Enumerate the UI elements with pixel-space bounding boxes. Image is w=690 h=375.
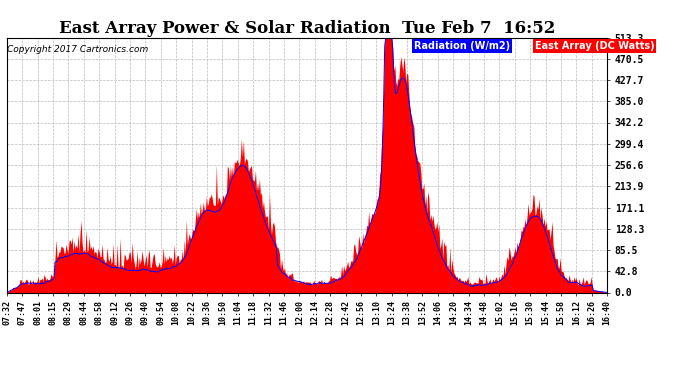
Text: Radiation (W/m2): Radiation (W/m2): [414, 41, 510, 51]
Text: Copyright 2017 Cartronics.com: Copyright 2017 Cartronics.com: [7, 45, 148, 54]
Title: East Array Power & Solar Radiation  Tue Feb 7  16:52: East Array Power & Solar Radiation Tue F…: [59, 20, 555, 38]
Text: East Array (DC Watts): East Array (DC Watts): [535, 41, 654, 51]
